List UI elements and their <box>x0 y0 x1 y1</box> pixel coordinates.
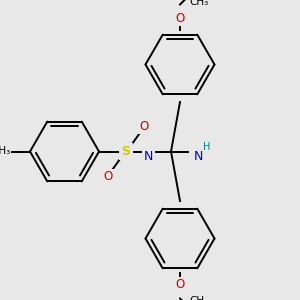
Text: S: S <box>122 145 130 158</box>
Text: H: H <box>202 142 210 152</box>
Text: H: H <box>145 149 152 159</box>
Text: O: O <box>140 119 148 133</box>
Text: O: O <box>103 170 112 184</box>
Text: N: N <box>194 150 203 163</box>
Text: N: N <box>144 150 153 163</box>
Text: CH₃: CH₃ <box>0 146 11 157</box>
Text: CH₃: CH₃ <box>189 296 208 300</box>
Text: CH₃: CH₃ <box>189 0 208 7</box>
Text: O: O <box>176 278 184 291</box>
Text: O: O <box>176 12 184 25</box>
Text: H: H <box>194 149 201 159</box>
